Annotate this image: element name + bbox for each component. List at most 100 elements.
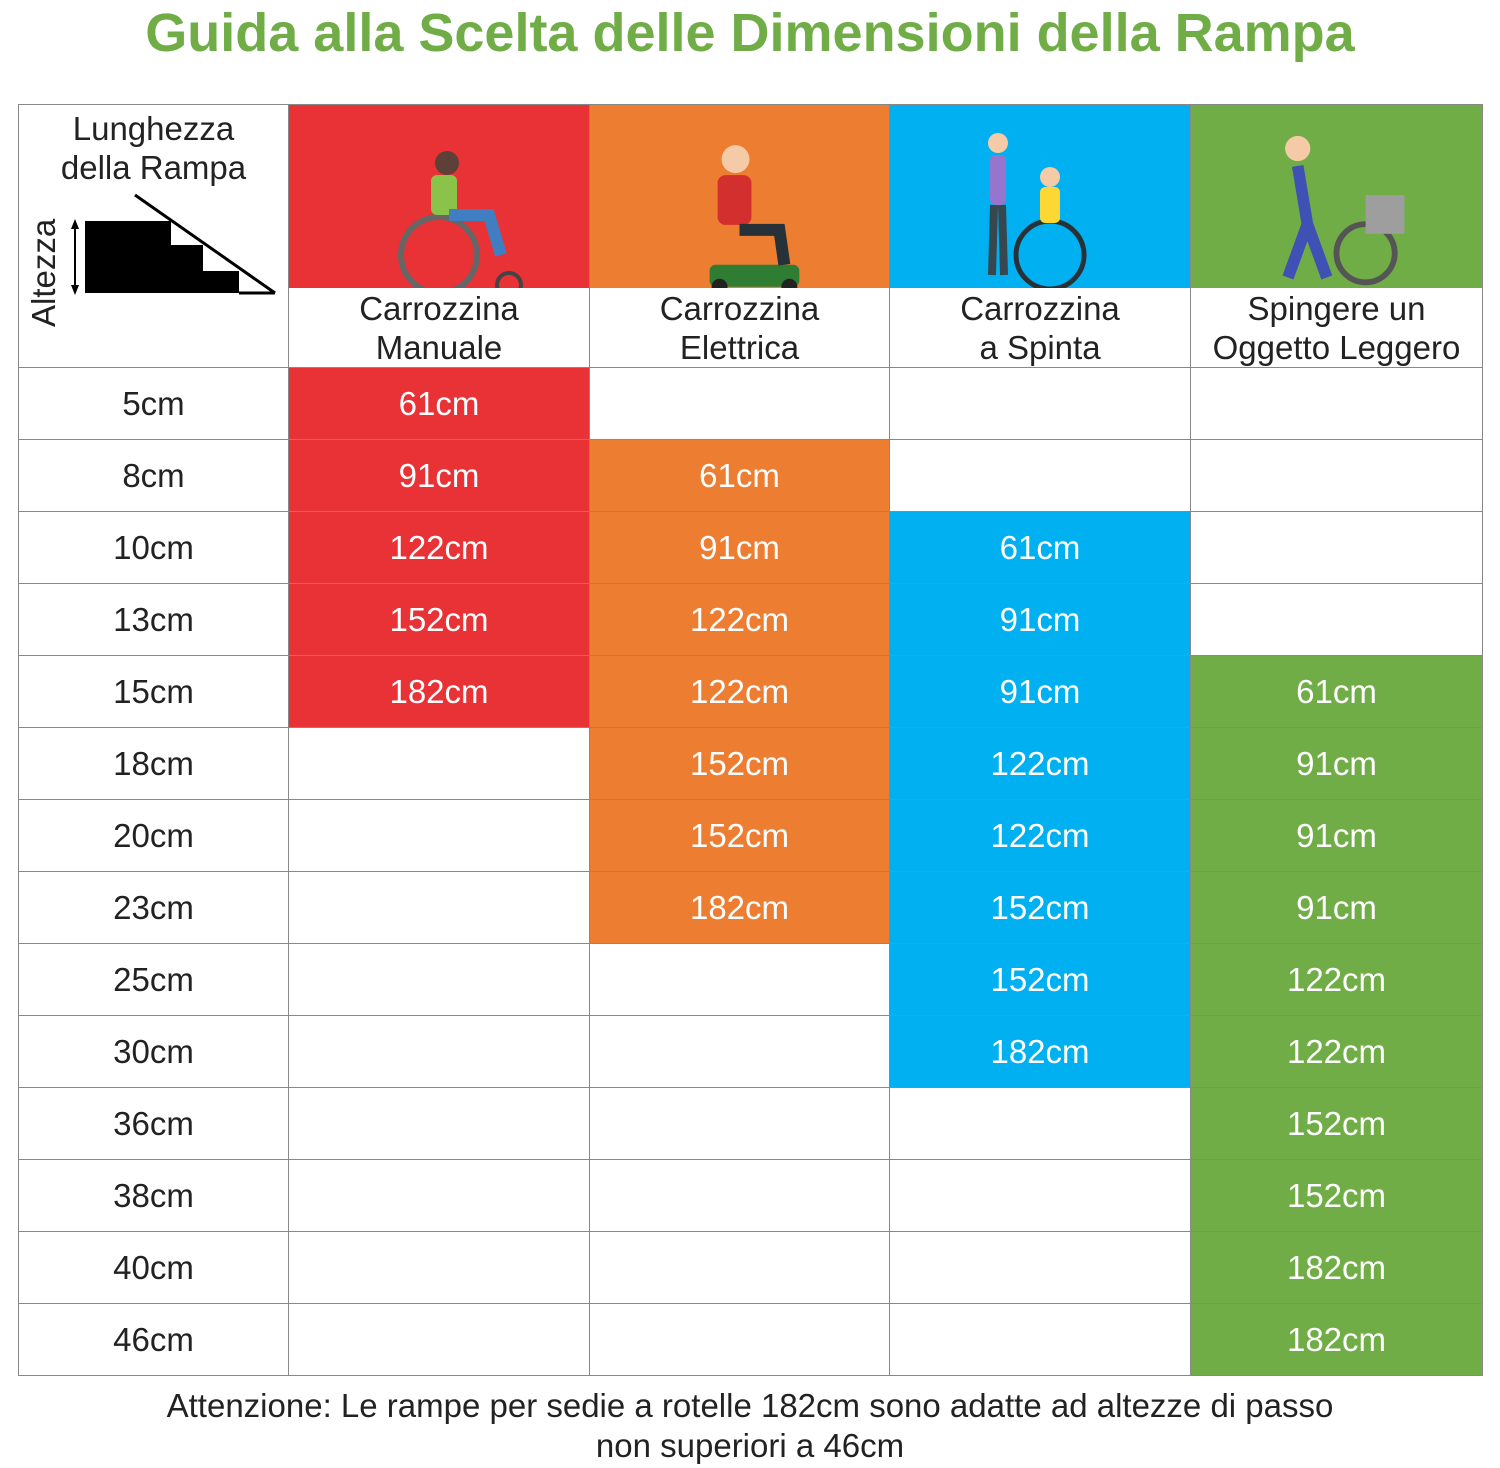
height-cell: 40cm bbox=[18, 1231, 289, 1304]
table-row: 10cm 122cm 91cm 61cm bbox=[18, 511, 1483, 584]
page-title: Guida alla Scelta delle Dimensioni della… bbox=[145, 3, 1355, 63]
length-cell: 91cm bbox=[589, 511, 890, 584]
length-cell: 61cm bbox=[288, 367, 590, 440]
table-row: 5cm 61cm bbox=[18, 367, 1483, 440]
table-row: 15cm 182cm 122cm 91cm 61cm bbox=[18, 655, 1483, 728]
height-cell: 25cm bbox=[18, 943, 289, 1016]
table-row: 23cm 182cm 152cm 91cm bbox=[18, 871, 1483, 944]
electric-wheelchair-user-icon bbox=[590, 105, 889, 295]
length-cell: 182cm bbox=[1190, 1303, 1483, 1376]
length-cell bbox=[889, 1159, 1191, 1232]
height-cell: 46cm bbox=[18, 1303, 289, 1376]
length-cell bbox=[288, 871, 590, 944]
length-cell bbox=[889, 367, 1191, 440]
length-cell: 182cm bbox=[288, 655, 590, 728]
length-cell: 152cm bbox=[288, 583, 590, 656]
column-header-pushed: Carrozzina a Spinta bbox=[889, 104, 1191, 368]
length-cell bbox=[288, 727, 590, 800]
length-cell: 122cm bbox=[1190, 1015, 1483, 1088]
length-cell: 122cm bbox=[889, 799, 1191, 872]
length-cell bbox=[589, 1159, 890, 1232]
height-cell: 10cm bbox=[18, 511, 289, 584]
table-row: 46cm 182cm bbox=[18, 1303, 1483, 1376]
length-cell: 91cm bbox=[1190, 871, 1483, 944]
column-label: Spingere un Oggetto Leggero bbox=[1212, 289, 1461, 366]
height-cell: 38cm bbox=[18, 1159, 289, 1232]
warning-note: Attenzione: Le rampe per sedie a rotelle… bbox=[166, 1387, 1334, 1464]
column-header-manual: Carrozzina Manuale bbox=[288, 104, 590, 368]
length-cell: 152cm bbox=[889, 943, 1191, 1016]
table-row: 36cm 152cm bbox=[18, 1087, 1483, 1160]
length-cell bbox=[1190, 511, 1483, 584]
length-cell bbox=[589, 1231, 890, 1304]
length-cell: 91cm bbox=[889, 583, 1191, 656]
height-cell: 20cm bbox=[18, 799, 289, 872]
length-cell bbox=[889, 439, 1191, 512]
length-cell: 122cm bbox=[589, 655, 890, 728]
length-cell: 182cm bbox=[589, 871, 890, 944]
length-cell: 152cm bbox=[889, 871, 1191, 944]
height-cell: 18cm bbox=[18, 727, 289, 800]
length-cell bbox=[589, 1087, 890, 1160]
height-cell: 30cm bbox=[18, 1015, 289, 1088]
length-cell: 122cm bbox=[589, 583, 890, 656]
length-cell bbox=[889, 1303, 1191, 1376]
height-cell: 13cm bbox=[18, 583, 289, 656]
length-cell bbox=[889, 1087, 1191, 1160]
table-row: 20cm 152cm 122cm 91cm bbox=[18, 799, 1483, 872]
table-row: 38cm 152cm bbox=[18, 1159, 1483, 1232]
length-cell: 152cm bbox=[589, 799, 890, 872]
length-cell: 152cm bbox=[1190, 1087, 1483, 1160]
length-cell bbox=[1190, 439, 1483, 512]
length-cell bbox=[589, 1015, 890, 1088]
corner-header: Lunghezza della Rampa Altezza bbox=[18, 104, 289, 368]
table-row: 13cm 152cm 122cm 91cm bbox=[18, 583, 1483, 656]
length-cell: 152cm bbox=[1190, 1159, 1483, 1232]
height-cell: 23cm bbox=[18, 871, 289, 944]
length-cell: 61cm bbox=[889, 511, 1191, 584]
length-cell: 122cm bbox=[1190, 943, 1483, 1016]
length-cell: 61cm bbox=[1190, 655, 1483, 728]
length-cell bbox=[1190, 583, 1483, 656]
length-cell: 122cm bbox=[889, 727, 1191, 800]
ramp-length-label: Lunghezza della Rampa bbox=[60, 110, 247, 186]
table-row: 30cm 182cm 122cm bbox=[18, 1015, 1483, 1088]
length-cell bbox=[288, 1303, 590, 1376]
length-cell bbox=[1190, 367, 1483, 440]
height-cell: 5cm bbox=[18, 367, 289, 440]
column-label: Carrozzina Manuale bbox=[359, 289, 519, 366]
column-header-light-object: Spingere un Oggetto Leggero bbox=[1190, 104, 1483, 368]
height-cell: 36cm bbox=[18, 1087, 289, 1160]
length-cell bbox=[288, 943, 590, 1016]
table-row: 8cm 91cm 61cm bbox=[18, 439, 1483, 512]
length-cell bbox=[288, 1159, 590, 1232]
length-cell bbox=[288, 1087, 590, 1160]
length-cell: 91cm bbox=[1190, 799, 1483, 872]
length-cell: 122cm bbox=[288, 511, 590, 584]
length-cell bbox=[889, 1231, 1191, 1304]
height-cell: 8cm bbox=[18, 439, 289, 512]
column-label: Carrozzina Elettrica bbox=[659, 289, 820, 366]
length-cell: 91cm bbox=[288, 439, 590, 512]
pushing-light-object-icon bbox=[1191, 105, 1482, 288]
pushed-wheelchair-icon bbox=[890, 105, 1190, 292]
length-cell bbox=[589, 367, 890, 440]
ramp-size-table: Lunghezza della Rampa Altezza Carrozzina… bbox=[18, 104, 1483, 1376]
manual-wheelchair-user-icon bbox=[289, 105, 589, 299]
table-row: 25cm 152cm 122cm bbox=[18, 943, 1483, 1016]
length-cell: 91cm bbox=[889, 655, 1191, 728]
length-cell bbox=[288, 1015, 590, 1088]
length-cell: 152cm bbox=[589, 727, 890, 800]
length-cell: 182cm bbox=[889, 1015, 1191, 1088]
length-cell: 182cm bbox=[1190, 1231, 1483, 1304]
table-row: 18cm 152cm 122cm 91cm bbox=[18, 727, 1483, 800]
table-row: 40cm 182cm bbox=[18, 1231, 1483, 1304]
length-cell: 91cm bbox=[1190, 727, 1483, 800]
stairs-ramp-icon bbox=[71, 193, 276, 295]
column-label: Carrozzina a Spinta bbox=[960, 289, 1120, 366]
length-cell: 61cm bbox=[589, 439, 890, 512]
length-cell bbox=[288, 1231, 590, 1304]
height-label: Altezza bbox=[25, 218, 62, 327]
height-cell: 15cm bbox=[18, 655, 289, 728]
length-cell bbox=[288, 799, 590, 872]
